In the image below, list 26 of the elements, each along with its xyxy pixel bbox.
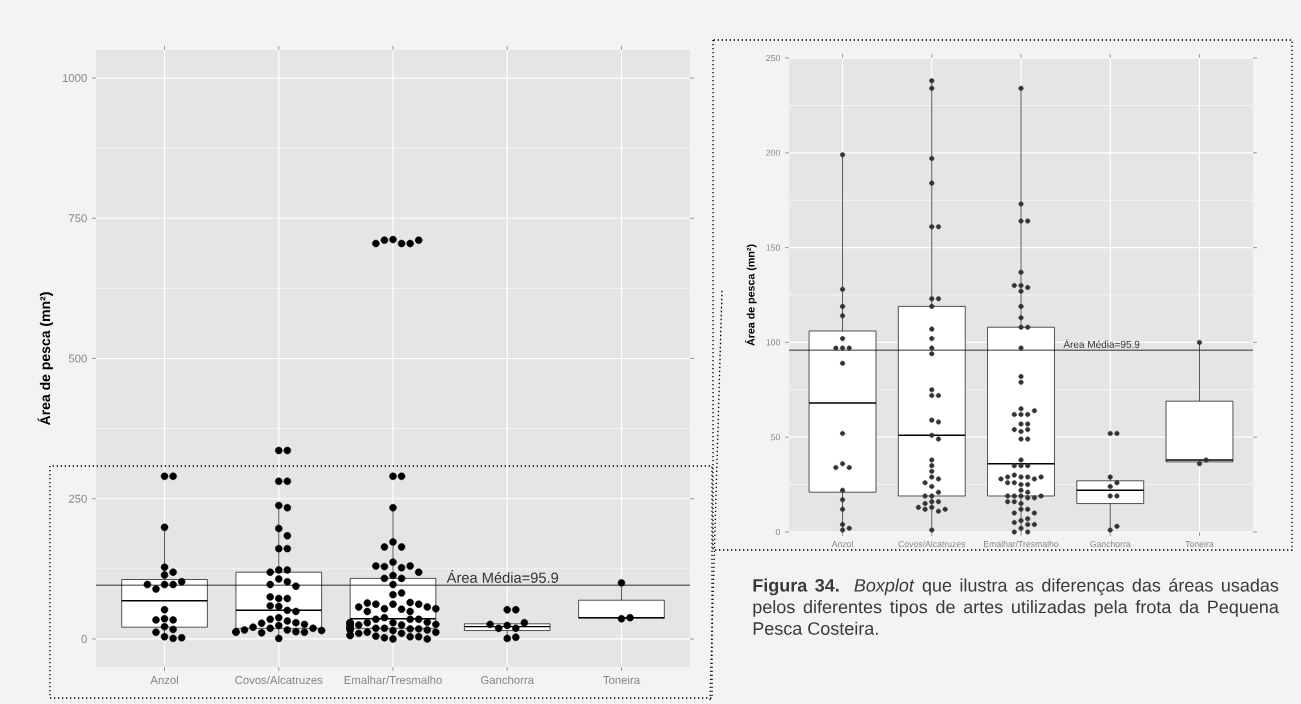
x-tick-label: Emalhar/Tresmalho [984, 540, 1059, 548]
text: Figura 34. Boxplot que ilustra as diferenças das áreas usadas pelos diferentes tipos de artes utilizadas pela frota da Pequena Pesca Costeira. [753, 578, 1279, 635]
y-tick-label: 0 [81, 634, 87, 643]
x-tick-label: Toneira [603, 675, 641, 685]
x-tick-label: Anzol [831, 540, 853, 548]
y-tick-label: 100 [766, 339, 780, 346]
y-tick-label: 150 [766, 244, 780, 251]
y-tick-label: 0 [775, 528, 780, 536]
x-tick-label: Ganchorra [1090, 540, 1131, 548]
x-tick-label: Anzol [150, 675, 178, 685]
y-tick-label: 50 [771, 434, 780, 441]
ref-line-label: Área Média=95.9 [446, 570, 559, 583]
x-tick-label: Covos/Alcatruzes [235, 675, 323, 685]
y-axis-title: Área de pesca (mn²) [37, 292, 53, 426]
y-axis-title: Área de pesca (mn²) [745, 244, 757, 346]
y-tick-label: 500 [68, 354, 87, 363]
y-tick-label: 250 [766, 54, 780, 62]
y-tick-label: 1000 [62, 74, 87, 83]
x-tick-label: Toneira [1185, 540, 1214, 548]
x-tick-label: Ganchorra [481, 675, 534, 685]
y-tick-label: 750 [68, 214, 87, 223]
y-tick-label: 200 [766, 149, 780, 156]
y-tick-label: 250 [68, 494, 87, 503]
x-tick-label: Covos/Alcatruzes [898, 540, 966, 548]
x-tick-label: Emalhar/Tresmalho [344, 675, 442, 685]
ref-line-label: Área Média=95.9 [1063, 339, 1140, 348]
